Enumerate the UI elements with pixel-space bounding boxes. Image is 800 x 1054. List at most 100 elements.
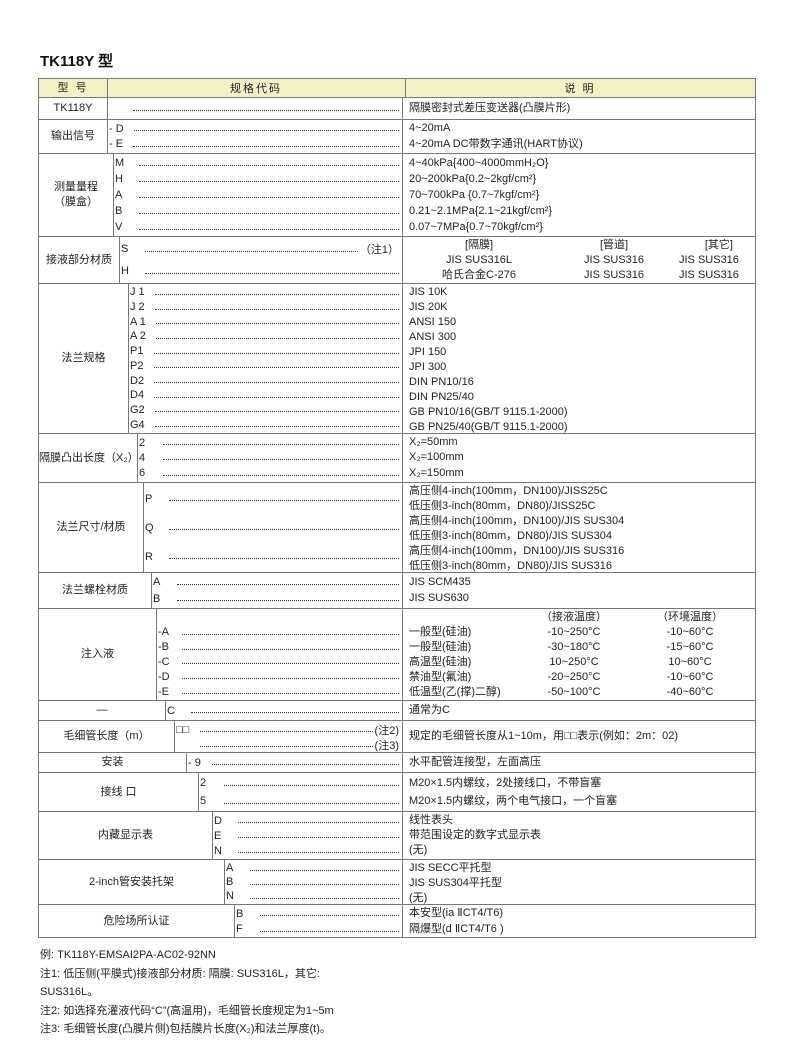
dot-leader [260,915,399,917]
code-value: - 9 [188,756,201,769]
description: JIS 10K JIS 20K ANSI 150 ANSI 300 JPI 150 JPI… [405,284,755,433]
code-value: G2 [130,403,145,416]
code-value: A [226,862,234,874]
description-row: JIS SUS316L JIS SUS316 JIS SUS316 [409,253,751,268]
description: 规定的毛细管长度从1~10m，用□□表示(例如：2m：02) [405,721,755,752]
dot-leader [238,822,399,823]
description-line: 本安型(ia ⅡCT4/T6) [409,907,504,920]
description-cell: （环境温度） [657,611,723,623]
code-value: 6 [139,467,146,480]
group-label: — [39,701,166,720]
description-line: 低压侧3-inch(80mm，DN80)/JIS SUS316 [409,560,612,572]
description-row: （接液温度） （环境温度） [409,610,751,625]
code-list: 2 4 6 [137,434,403,482]
dot-leader [155,323,399,325]
code-value: A 1 [130,315,146,328]
spec-group: 隔膜凸出长度（X₂） 2 4 6 X₂=50mm X₂=100mm X₂=150mm [39,434,755,483]
group-label: 接线 口 [39,773,199,811]
description-cell: 一般型(硅油) [409,641,472,653]
description-line: 通常为C [409,704,450,716]
code-row: 5 [198,794,402,809]
code-value: - D [109,122,124,135]
description: X₂=50mm X₂=100mm X₂=150mm [405,434,755,482]
code-row: G4 [128,417,402,432]
spec-group: 法兰螺栓材质 A B JIS SCM435 JIS SUS630 [39,573,755,609]
description: （接液温度） （环境温度） 一般型(硅油) -10~250°C -10~60°C 一般型(… [405,609,755,700]
description-line: X₂=100mm [409,451,464,464]
code-row: E [212,828,402,843]
spec-group: 输出信号 - D - E 4~20mA 4~20mA DC带数字通讯(HART协议) [39,120,755,154]
group-label: 2-inch管安装托架 [39,860,225,904]
code-value: D2 [130,374,145,387]
code-row: V [113,220,402,235]
note-line: SUS316L。 [40,986,99,998]
description-line: 隔爆型(d ⅡCT4/T6 ) [409,922,504,935]
dot-leader [177,600,399,602]
code-value: 5 [200,795,207,807]
spec-group: 接液部分材质 S （注1） H [隔膜] [管道] [其它] JIS SUS316L JIS S… [39,237,755,284]
dot-leader [224,802,399,804]
dot-leader [200,746,373,747]
code-value: P2 [130,359,144,372]
code-value: S [121,243,129,255]
code-value: N [226,890,234,902]
description-cell: [其它] [704,239,733,251]
code-value: J 1 [130,286,145,299]
code-list: - 9 [186,753,403,772]
code-value: B [115,205,123,217]
description-line: JIS 10K [409,286,448,298]
spec-group: 安装 - 9 水平配管连接型，左面高压 [39,753,755,773]
code-value: Q [145,521,154,534]
description-line: 低压侧3-inch(80mm，DN80)/JIS SUS304 [409,530,612,542]
code-value: 2 [139,436,146,449]
description: JIS SECC平托型 JIS SUS304平托型 (无) [405,860,755,904]
code-value: -C [158,655,170,668]
spec-group: — C 通常为C [39,701,755,721]
description-cell: 10~60°C [668,656,712,668]
code-row: - 9 [186,755,402,770]
dot-leader [154,411,399,413]
description-cell: （接液温度） [541,611,607,623]
dot-leader [163,459,399,461]
code-row: F [234,922,402,937]
description-cell: JIS SUS316 [679,269,739,281]
code-value: A [115,189,123,201]
description-line: 高压侧4-inch(100mm，DN100)/JIS SUS304 [409,515,625,527]
dot-leader [182,648,399,650]
code-value: B [236,907,244,920]
table-header: 型 号 规格代码 说 明 [39,79,755,98]
group-label: 测量量程 （膜盒） [39,154,114,236]
description-line: 线性表头 [409,814,453,826]
dot-leader [154,426,399,428]
description-line: 4~20mA [409,122,451,135]
description-line: 水平配管连接型，左面高压 [409,756,541,768]
code-row: □□ (注2) [174,722,402,737]
dot-leader [139,212,399,214]
description-line: GB PN25/40(GB/T 9115.1-2000) [409,421,568,433]
code-row: D2 [128,373,402,388]
code-value: -E [158,685,169,698]
description-row: 一般型(硅油) -10~250°C -10~60°C [409,625,751,640]
dot-leader [145,250,358,252]
dot-leader [182,633,399,635]
dot-leader [154,352,399,354]
code-row: H [119,264,402,279]
code-row: B [151,591,402,606]
code-value: H [121,265,129,277]
description-line: DIN PN25/40 [409,391,474,403]
code-value: B [226,876,234,888]
group-label: 隔膜凸出长度（X₂） [39,434,139,482]
code-value: D4 [130,389,145,402]
code-row: -D [156,669,402,684]
description: 4~40kPa{400~4000mmH₂O} 20~200kPa{0.2~2kgf… [405,154,755,236]
code-row: J 2 [128,300,402,315]
description-cell: -10~60°C [666,626,714,638]
description-line: 低压侧3-inch(80mm，DN80)/JISS25C [409,500,596,512]
code-value: - E [109,138,124,151]
code-row: B [234,906,402,921]
spec-group: 2-inch管安装托架 A B N JIS SECC平托型 JIS SUS304平托型 (无… [39,860,755,905]
group-label: 输出信号 [39,120,108,153]
code-list: P Q R [143,483,403,572]
